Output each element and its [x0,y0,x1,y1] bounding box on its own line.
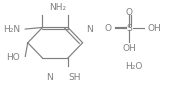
Text: N: N [86,25,93,34]
Text: N: N [47,73,53,82]
Text: HO: HO [7,53,20,62]
Text: S: S [127,24,132,33]
Text: OH: OH [122,44,136,53]
Text: H₂O: H₂O [125,62,142,71]
Text: SH: SH [68,73,81,82]
Text: O: O [104,24,111,33]
Text: NH₂: NH₂ [50,3,67,12]
Text: H₂N: H₂N [3,25,20,34]
Text: O: O [126,8,133,17]
Text: OH: OH [147,24,161,33]
